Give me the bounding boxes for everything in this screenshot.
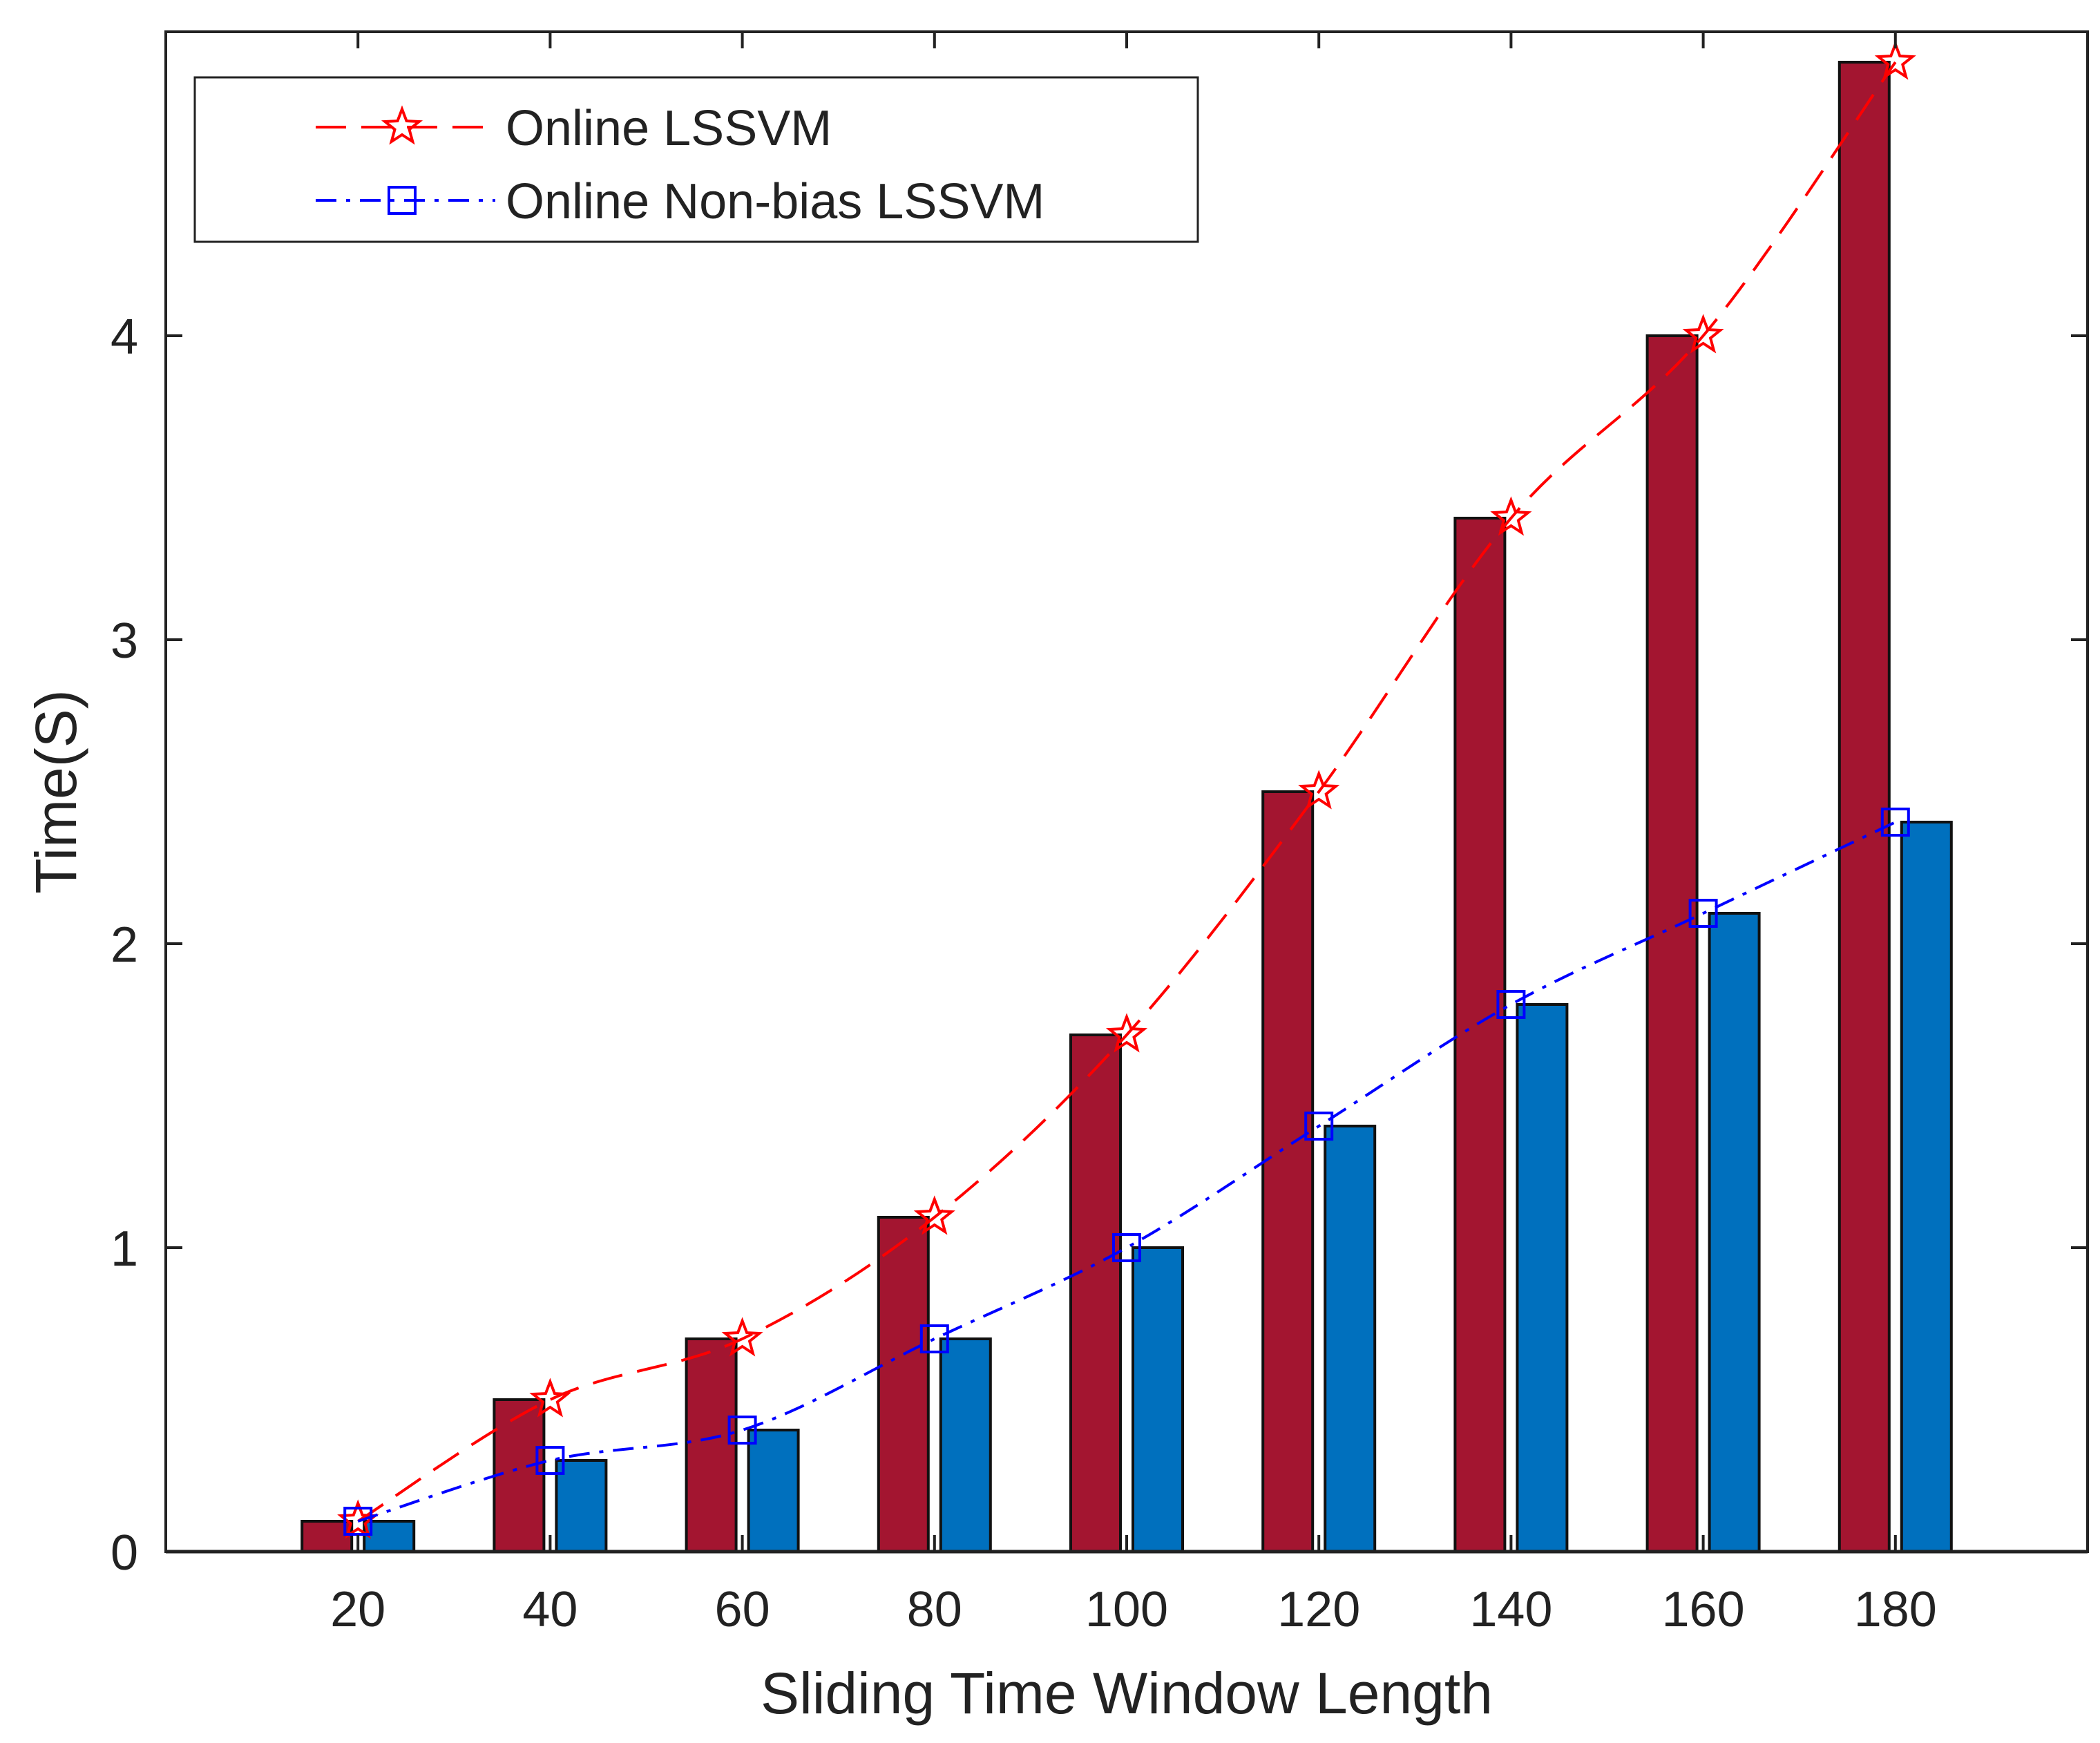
bar-online-lssvm-60: [685, 1337, 738, 1553]
bar-online-lssvm-140: [1453, 517, 1507, 1553]
marker-star-60: [721, 1317, 763, 1357]
bar-online-non-bias-lssvm-140: [1516, 1003, 1569, 1553]
bar-online-lssvm-120: [1261, 790, 1315, 1553]
marker-square-180: [1880, 808, 1910, 837]
legend-label: Online LSSVM: [506, 101, 832, 156]
legend-star-marker: [381, 105, 423, 145]
bar-online-non-bias-lssvm-80: [939, 1337, 992, 1553]
marker-square-140: [1496, 990, 1526, 1019]
marker-star-100: [1105, 1013, 1148, 1053]
x-tick-label-80: 80: [907, 1582, 962, 1637]
marker-square-160: [1688, 899, 1718, 928]
y-tick-label: 0: [111, 1525, 138, 1581]
bar-online-non-bias-lssvm-100: [1132, 1246, 1184, 1553]
x-axis-title: Sliding Time Window Length: [761, 1661, 1493, 1726]
marker-square-80: [919, 1324, 949, 1353]
marker-star-40: [529, 1378, 571, 1418]
marker-star-80: [913, 1195, 955, 1235]
y-tick-label: 2: [111, 917, 138, 973]
x-tick-label-20: 20: [330, 1582, 385, 1637]
marker-square-40: [535, 1446, 565, 1475]
x-tick-label-60: 60: [715, 1582, 770, 1637]
bar-online-non-bias-lssvm-160: [1708, 912, 1761, 1553]
y-tick-label: 3: [111, 613, 138, 669]
marker-star-160: [1682, 314, 1724, 354]
x-tick-label-140: 140: [1469, 1582, 1552, 1637]
bar-online-non-bias-lssvm-120: [1324, 1125, 1377, 1553]
bar-online-lssvm-160: [1645, 334, 1699, 1553]
bar-online-lssvm-180: [1838, 61, 1891, 1553]
marker-star-120: [1298, 770, 1340, 810]
bar-online-non-bias-lssvm-60: [747, 1429, 800, 1553]
bar-online-lssvm-80: [877, 1216, 930, 1553]
bar-online-lssvm-40: [493, 1398, 546, 1553]
x-tick-label-120: 120: [1277, 1582, 1360, 1637]
y-tick-label: 1: [111, 1221, 138, 1277]
legend-label: Online Non-bias LSSVM: [506, 174, 1044, 229]
marker-square-100: [1112, 1233, 1141, 1262]
series-line-online-non-bias-lssvm: [357, 821, 1896, 1523]
x-tick-label-160: 160: [1662, 1582, 1745, 1637]
bar-online-lssvm-100: [1069, 1034, 1122, 1553]
x-tick-label-180: 180: [1854, 1582, 1937, 1637]
bar-online-non-bias-lssvm-40: [555, 1459, 608, 1553]
legend-box: [193, 76, 1199, 243]
x-tick-label-40: 40: [522, 1582, 578, 1637]
legend-square-marker: [388, 186, 417, 215]
y-axis-ticks: 0 1 2 3 4: [111, 309, 2088, 1581]
marker-square-120: [1304, 1112, 1334, 1141]
marker-square-60: [727, 1416, 757, 1445]
y-axis-title: Time(S): [23, 689, 88, 894]
bar-online-non-bias-lssvm-180: [1900, 821, 1953, 1553]
marker-square-20: [343, 1507, 373, 1536]
marker-star-180: [1874, 40, 1916, 80]
line-group: [337, 40, 1916, 1539]
legend: Online LSSVM Online Non-bias LSSVM: [193, 76, 1199, 243]
y-tick-label: 4: [111, 309, 138, 365]
x-tick-label-100: 100: [1085, 1582, 1168, 1637]
x-axis-ticks: 20 40 60 80 100 120 140 160 180: [330, 32, 1937, 1637]
marker-star-140: [1490, 496, 1532, 536]
